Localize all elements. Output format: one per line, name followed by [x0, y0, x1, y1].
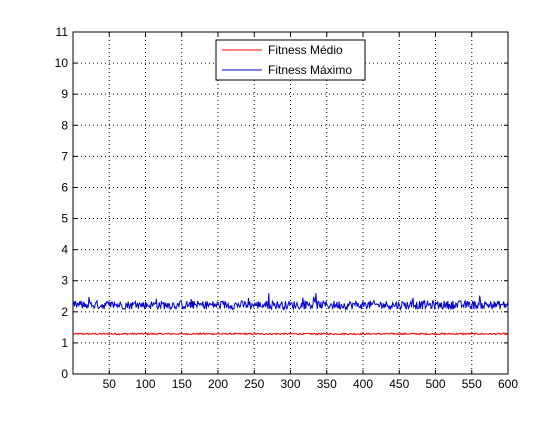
y-tick-label: 4 — [61, 243, 68, 257]
y-tick-label: 10 — [55, 56, 69, 70]
x-tick-label: 400 — [353, 377, 373, 391]
y-tick-label: 1 — [61, 336, 68, 350]
legend-label-medio: Fitness Médio — [268, 43, 343, 57]
legend-box — [215, 39, 366, 81]
y-tick-label: 11 — [56, 25, 69, 39]
x-tick-label: 50 — [103, 377, 117, 391]
y-tick-label: 9 — [61, 87, 68, 101]
y-tick-label: 6 — [61, 180, 68, 194]
x-tick-label: 100 — [135, 377, 155, 391]
y-tick-label: 8 — [61, 118, 68, 132]
x-tick-label: 250 — [244, 377, 264, 391]
y-tick-label: 7 — [61, 149, 68, 163]
y-tick-label: 2 — [61, 305, 68, 319]
y-tick-label: 0 — [61, 367, 68, 381]
x-tick-label: 550 — [462, 377, 482, 391]
y-tick-label: 3 — [61, 274, 68, 288]
series-line-fitness-medio — [73, 332, 509, 336]
legend-label-maximo: Fitness Máximo — [268, 63, 352, 77]
series-lines — [73, 293, 509, 336]
x-tick-label: 300 — [280, 377, 300, 391]
y-tick-label: 5 — [61, 212, 68, 226]
legend: Fitness Médio Fitness Máximo — [215, 39, 366, 81]
series-line-fitness-maximo — [73, 293, 509, 312]
grid-lines — [73, 32, 509, 374]
plot-area — [73, 32, 508, 374]
x-tick-label: 350 — [317, 377, 337, 391]
x-tick-label: 500 — [425, 377, 445, 391]
axis-ticks: 50 100 150 200 250 300 350 400 450 500 550 600 0 1 2 3 4… — [55, 25, 519, 391]
x-tick-label: 200 — [208, 377, 228, 391]
x-tick-label: 150 — [172, 377, 192, 391]
x-tick-label: 600 — [498, 377, 518, 391]
x-tick-label: 450 — [389, 377, 409, 391]
